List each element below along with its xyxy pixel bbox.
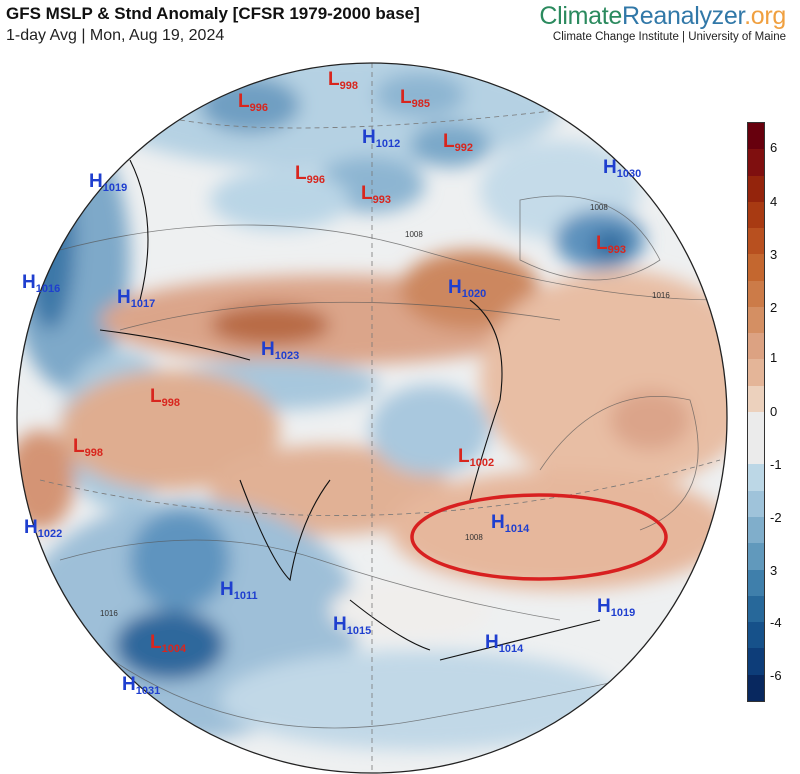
low-pressure-label: L985 <box>400 87 430 110</box>
high-pressure-label: H1014 <box>491 512 530 535</box>
high-pressure-label: H1017 <box>117 287 156 310</box>
colorbar-swatch <box>748 674 764 701</box>
colorbar-swatch <box>748 543 764 570</box>
high-pressure-label: H1030 <box>603 157 642 180</box>
institute-label: Climate Change Institute | University of… <box>552 31 786 43</box>
isobar-label: 1016 <box>100 609 118 618</box>
colorbar-tick-label: -4 <box>770 615 782 630</box>
colorbar-tick-label: -1 <box>770 457 782 472</box>
colorbar-swatch <box>748 622 764 649</box>
high-pressure-label: H1022 <box>24 517 63 540</box>
colorbar-swatch <box>748 411 764 439</box>
colorbar-tick-label: 4 <box>770 194 778 209</box>
brand-logo: ClimateReanalyzer.org <box>539 2 786 30</box>
low-pressure-label: L998 <box>73 436 103 459</box>
colorbar-swatch <box>748 333 764 360</box>
highlight-ellipse <box>410 493 668 581</box>
isobar-label: 1008 <box>590 203 608 212</box>
high-pressure-label: H1015 <box>333 614 372 637</box>
colorbar <box>747 122 765 702</box>
colorbar-swatch <box>748 201 764 229</box>
colorbar-tick-label: 3 <box>770 563 778 578</box>
colorbar-swatch <box>748 228 764 255</box>
high-pressure-label: H1019 <box>597 596 636 619</box>
map-title: GFS MSLP & Stnd Anomaly [CFSR 1979-2000 … <box>6 4 420 23</box>
colorbar-swatch <box>748 306 764 334</box>
high-pressure-label: H1020 <box>448 277 487 300</box>
colorbar-tick-label: -2 <box>770 510 782 525</box>
colorbar-swatch <box>748 464 764 491</box>
high-pressure-label: H1012 <box>362 127 401 150</box>
low-pressure-label: L993 <box>361 183 391 206</box>
colorbar-swatch <box>748 359 764 386</box>
colorbar-swatch <box>748 385 764 412</box>
high-pressure-label: H1019 <box>89 171 128 194</box>
colorbar-swatch <box>748 175 764 202</box>
colorbar-tick-label: 2 <box>770 300 778 315</box>
high-pressure-label: H1011 <box>220 579 258 602</box>
low-pressure-label: L998 <box>328 69 358 92</box>
low-pressure-label: L993 <box>596 233 626 256</box>
low-pressure-label: L1002 <box>458 446 495 469</box>
low-pressure-label: L998 <box>150 386 180 409</box>
colorbar-swatch <box>748 149 764 176</box>
colorbar-swatch <box>748 595 764 623</box>
colorbar-swatch <box>748 516 764 544</box>
low-pressure-label: L1004 <box>150 632 187 655</box>
colorbar-swatch <box>748 123 764 150</box>
isobar-label: 1008 <box>465 533 483 542</box>
colorbar-tick-label: 0 <box>770 404 778 419</box>
colorbar-swatch <box>748 254 764 281</box>
colorbar-tick-label: 6 <box>770 140 778 155</box>
colorbar-swatch <box>748 280 764 307</box>
colorbar-tick-label: 3 <box>770 247 778 262</box>
colorbar-swatch <box>748 569 764 596</box>
colorbar-tick-label: 1 <box>770 350 778 365</box>
high-pressure-label: H1023 <box>261 339 300 362</box>
coastlines <box>99 159 601 661</box>
colorbar-tick-label: -6 <box>770 668 782 683</box>
high-pressure-label: H1031 <box>122 674 161 697</box>
high-pressure-label: H1016 <box>22 272 61 295</box>
graticule <box>39 63 721 773</box>
colorbar-swatch <box>748 438 764 465</box>
high-pressure-label: H1014 <box>485 632 524 655</box>
low-pressure-label: L996 <box>295 163 325 186</box>
isobar-label: 1008 <box>405 230 423 239</box>
colorbar-swatch <box>748 648 764 675</box>
map-subtitle: 1-day Avg | Mon, Aug 19, 2024 <box>6 27 225 44</box>
low-pressure-label: L996 <box>238 91 268 114</box>
low-pressure-label: L992 <box>443 131 473 154</box>
colorbar-swatch <box>748 490 764 517</box>
isobar-label: 1016 <box>652 291 670 300</box>
